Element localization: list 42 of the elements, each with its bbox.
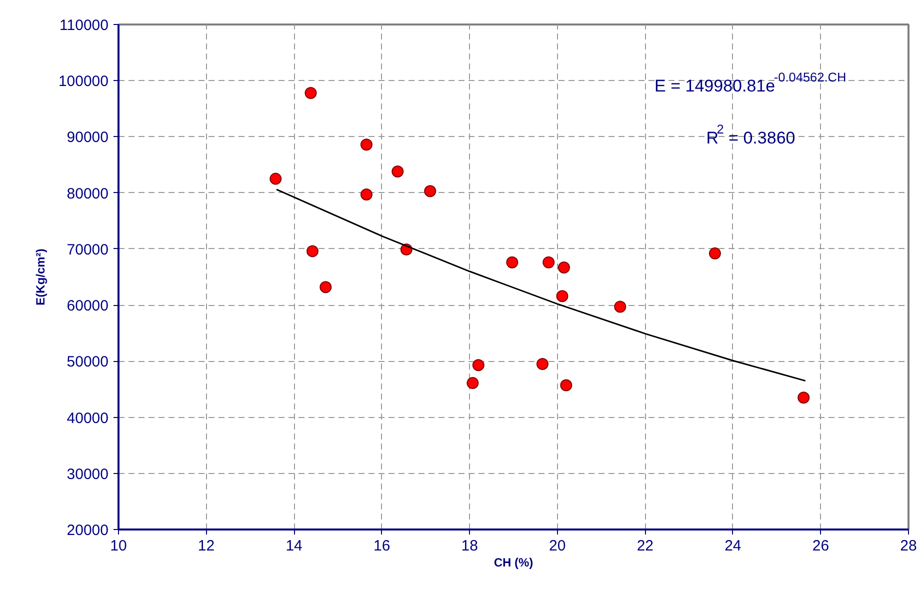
y-tick-label: 70000 [66, 241, 109, 258]
y-tick-label: 30000 [66, 466, 109, 483]
x-tick-label: 24 [724, 538, 742, 554]
y-tick-label: 80000 [66, 185, 109, 202]
x-tick-label: 26 [812, 538, 830, 554]
y-tick-label: 20000 [66, 522, 109, 539]
x-tick-label: 20 [549, 538, 566, 554]
y-tick-label: 60000 [66, 298, 109, 315]
x-tick-label: 28 [900, 538, 917, 554]
point [304, 86, 317, 99]
point [392, 166, 404, 178]
y-tick-label: 40000 [66, 410, 109, 427]
point [614, 300, 626, 313]
point [466, 377, 479, 390]
point [506, 256, 518, 268]
y-axis-title: E(Kg/cm²) [33, 248, 48, 306]
line-series [276, 188, 806, 382]
x-tick-label: 12 [198, 538, 215, 554]
point [360, 138, 372, 151]
x-tick-label: 16 [373, 538, 390, 554]
point [798, 392, 810, 404]
y-tick-label: 100000 [58, 73, 109, 90]
x-tick-label: 10 [110, 538, 127, 554]
point [320, 281, 332, 294]
y-tick-label: 90000 [66, 129, 109, 146]
point [424, 185, 436, 198]
point [556, 290, 568, 302]
x-axis-title: CH (%) [494, 556, 534, 570]
y-tick-label: 50000 [66, 354, 109, 371]
point [472, 359, 484, 372]
point [560, 379, 572, 392]
point [542, 256, 555, 268]
x-tick-label: 22 [636, 538, 654, 554]
point [558, 261, 570, 274]
x-tick-label: 14 [286, 538, 302, 554]
x-tick-label: 18 [461, 538, 478, 554]
point [536, 358, 548, 370]
point [270, 172, 282, 185]
point [306, 245, 318, 258]
point [360, 188, 372, 201]
point [708, 247, 721, 260]
y-tick-label: 110000 [60, 17, 109, 34]
